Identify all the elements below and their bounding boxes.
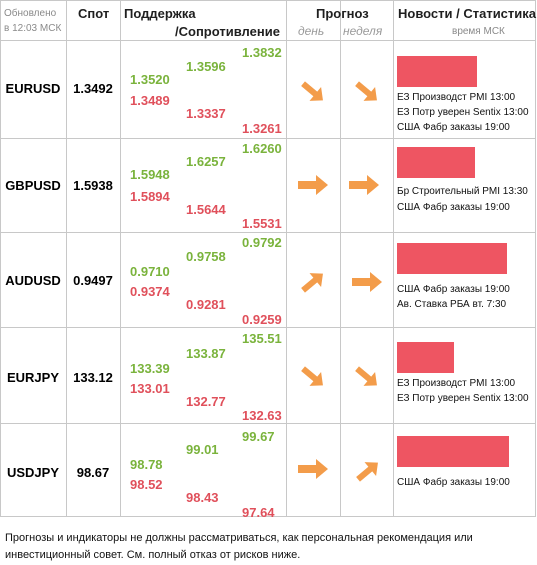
support-value: 1.3596 bbox=[186, 59, 226, 74]
forecast-day-arrow-icon bbox=[297, 361, 329, 398]
resistance-value: 0.9374 bbox=[130, 284, 170, 299]
forecast-day-arrow-icon bbox=[297, 266, 329, 303]
grid-line bbox=[0, 0, 536, 1]
forecast-week-arrow-icon bbox=[347, 169, 381, 206]
resistance-value: 0.9281 bbox=[186, 297, 226, 312]
support-value: 133.87 bbox=[186, 346, 226, 361]
grid-line bbox=[0, 327, 536, 328]
support-value: 0.9758 bbox=[186, 249, 226, 264]
forecast-week-arrow-icon bbox=[352, 455, 384, 492]
news-item: Бр Строительный PMI 13:30 bbox=[397, 186, 528, 197]
spot-price: 1.5938 bbox=[73, 178, 113, 193]
news-impact-bar bbox=[397, 342, 454, 373]
resistance-value: 132.77 bbox=[186, 394, 226, 409]
support-value: 99.01 bbox=[186, 442, 219, 457]
spot-price: 0.9497 bbox=[73, 273, 113, 288]
forecast-day-arrow-icon bbox=[296, 169, 330, 206]
spot-price: 98.67 bbox=[76, 465, 110, 480]
forecast-week-arrow-icon bbox=[351, 361, 383, 398]
news-item: США Фабр заказы 19:00 bbox=[397, 284, 510, 295]
grid-line bbox=[120, 0, 121, 517]
support-header: Поддержка bbox=[124, 6, 196, 21]
grid-line bbox=[535, 0, 536, 517]
spot-price: 133.12 bbox=[73, 370, 113, 385]
grid-line bbox=[0, 40, 536, 41]
news-impact-bar bbox=[397, 147, 475, 178]
resistance-header: /Сопротивление bbox=[175, 24, 280, 39]
support-value: 1.5948 bbox=[130, 167, 170, 182]
news-item: ЕЗ Потр уверен Sentix 13:00 bbox=[397, 107, 529, 118]
week-header: неделя bbox=[343, 24, 383, 38]
support-value: 98.78 bbox=[130, 457, 163, 472]
support-value: 1.6260 bbox=[242, 141, 282, 156]
resistance-value: 1.5894 bbox=[130, 189, 170, 204]
news-item: США Фабр заказы 19:00 bbox=[397, 477, 510, 488]
resistance-value: 132.63 bbox=[242, 408, 282, 423]
disclaimer-text: Прогнозы и индикаторы не должны рассматр… bbox=[5, 532, 473, 561]
day-header: день bbox=[298, 24, 325, 38]
spot-price: 1.3492 bbox=[73, 81, 113, 96]
grid-line bbox=[0, 0, 1, 517]
resistance-value: 1.5644 bbox=[186, 202, 226, 217]
news-item: ЕЗ Производст PMI 13:00 bbox=[397, 92, 516, 103]
grid-line bbox=[340, 0, 341, 517]
pair-name: EURJPY bbox=[6, 370, 60, 385]
support-value: 135.51 bbox=[242, 331, 282, 346]
support-value: 0.9710 bbox=[130, 264, 170, 279]
news-impact-bar bbox=[397, 243, 507, 274]
resistance-value: 0.9259 bbox=[242, 312, 282, 327]
news-impact-bar bbox=[397, 436, 509, 467]
pair-name: AUDUSD bbox=[5, 273, 61, 288]
resistance-value: 1.5531 bbox=[242, 216, 282, 231]
grid-line bbox=[0, 516, 536, 517]
updated-label: Обновлено bbox=[4, 8, 57, 19]
news-item: Ав. Ставка РБА вт. 7:30 bbox=[397, 299, 507, 310]
forecast-day-arrow-icon bbox=[297, 76, 329, 113]
resistance-value: 1.3489 bbox=[130, 93, 170, 108]
forecast-table: Обновлено в 12:03 МСК Спот Поддержка /Со… bbox=[0, 0, 537, 520]
pair-name: GBPUSD bbox=[5, 178, 61, 193]
support-value: 1.3832 bbox=[242, 45, 282, 60]
pair-name: EURUSD bbox=[5, 81, 61, 96]
grid-line bbox=[0, 232, 536, 233]
grid-line bbox=[0, 423, 536, 424]
pair-name: USDJPY bbox=[6, 465, 60, 480]
news-header: Новости / Статистика bbox=[398, 6, 537, 21]
forecast-week-arrow-icon bbox=[350, 266, 384, 303]
resistance-value: 1.3337 bbox=[186, 106, 226, 121]
resistance-value: 133.01 bbox=[130, 381, 170, 396]
news-impact-bar bbox=[397, 56, 477, 87]
support-value: 1.3520 bbox=[130, 72, 170, 87]
forecast-week-arrow-icon bbox=[351, 76, 383, 113]
resistance-value: 97.64 bbox=[242, 505, 275, 520]
resistance-value: 1.3261 bbox=[242, 121, 282, 136]
spot-header: Спот bbox=[78, 6, 110, 21]
forecast-header: Прогноз bbox=[316, 6, 369, 21]
support-value: 133.39 bbox=[130, 361, 170, 376]
grid-line bbox=[286, 0, 287, 517]
updated-time: в 12:03 МСК bbox=[4, 23, 62, 34]
news-item: США Фабр заказы 19:00 bbox=[397, 202, 510, 213]
support-value: 99.67 bbox=[242, 429, 275, 444]
forecast-day-arrow-icon bbox=[296, 453, 330, 490]
grid-line bbox=[66, 0, 67, 517]
support-value: 0.9792 bbox=[242, 235, 282, 250]
news-item: ЕЗ Потр уверен Sentix 13:00 bbox=[397, 393, 529, 404]
grid-line bbox=[0, 138, 536, 139]
support-value: 1.6257 bbox=[186, 154, 226, 169]
news-item: ЕЗ Производст PMI 13:00 bbox=[397, 378, 516, 389]
resistance-value: 98.52 bbox=[130, 477, 163, 492]
grid-line bbox=[393, 0, 394, 517]
resistance-value: 98.43 bbox=[186, 490, 219, 505]
news-item: США Фабр заказы 19:00 bbox=[397, 122, 510, 133]
msk-time-header: время МСК bbox=[452, 26, 505, 37]
